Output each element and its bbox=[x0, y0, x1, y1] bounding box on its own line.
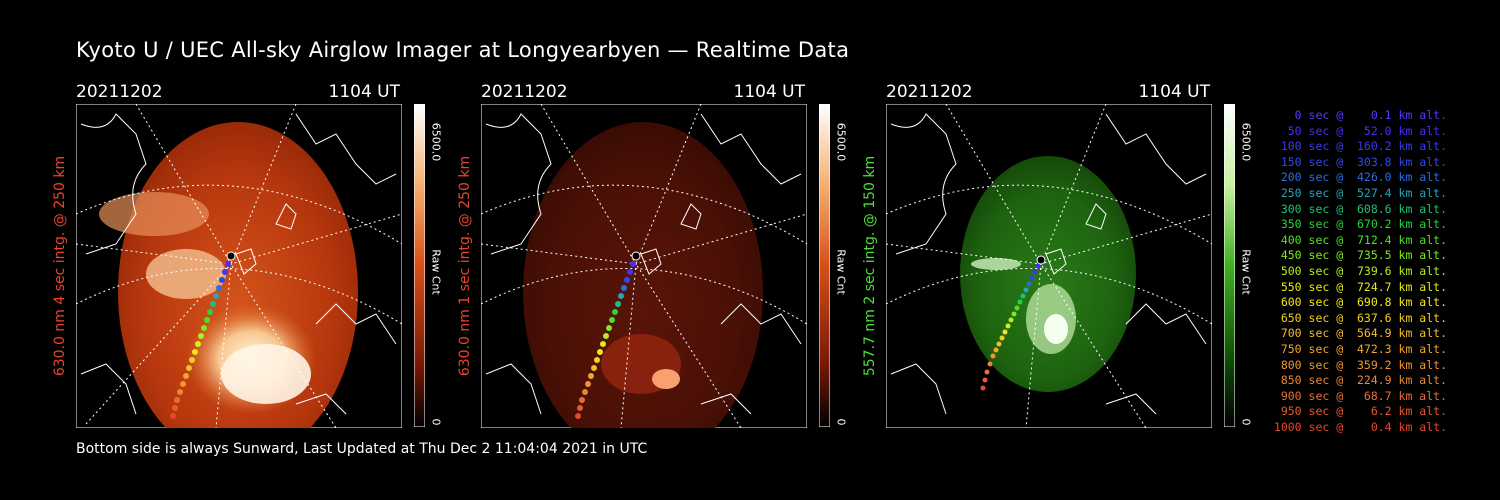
panel-date: 20211202 bbox=[481, 82, 568, 102]
legend-row: 200 sec @ 426.0 km alt. bbox=[1273, 170, 1447, 185]
wavelength-label: 557.7 nm 2 sec intg. @ 150 km bbox=[860, 105, 880, 426]
allsky-image bbox=[885, 103, 1213, 429]
colorbar-min: 0 bbox=[426, 412, 446, 432]
panel-time: 1104 UT bbox=[328, 82, 401, 102]
wavelength-label-text: 630.0 nm 4 sec intg. @ 250 km bbox=[52, 155, 68, 376]
legend-row: 600 sec @ 690.8 km alt. bbox=[1273, 295, 1447, 310]
colorbar bbox=[1224, 104, 1235, 427]
wavelength-label: 630.0 nm 4 sec intg. @ 250 km bbox=[50, 105, 70, 426]
legend-row: 50 sec @ 52.0 km alt. bbox=[1273, 123, 1447, 138]
panel-630nm-4sec: 20211202 1104 UT 630.0 nm 4 sec intg. @ … bbox=[52, 82, 476, 462]
colorbar-max-label: 6500.0 bbox=[429, 122, 443, 162]
panel-630nm-1sec: 20211202 1104 UT 630.0 nm 1 sec intg. @ … bbox=[457, 82, 881, 462]
legend-row: 700 sec @ 564.9 km alt. bbox=[1273, 326, 1447, 341]
colorbar-unit-label: Raw Cnt bbox=[429, 249, 443, 295]
footer-status: Bottom side is always Sunward, Last Upda… bbox=[76, 441, 648, 457]
panel-date: 20211202 bbox=[886, 82, 973, 102]
colorbar-unit-label: Raw Cnt bbox=[1239, 249, 1253, 295]
page-title: Kyoto U / UEC All-sky Airglow Imager at … bbox=[76, 38, 850, 62]
colorbar-unit: Raw Cnt bbox=[426, 232, 446, 312]
colorbar-min-label: 0 bbox=[1239, 418, 1253, 426]
legend-row: 650 sec @ 637.6 km alt. bbox=[1273, 310, 1447, 325]
panel-time: 1104 UT bbox=[1138, 82, 1211, 102]
trajectory-points bbox=[980, 255, 1046, 391]
legend-row: 750 sec @ 472.3 km alt. bbox=[1273, 341, 1447, 356]
wavelength-label-text: 630.0 nm 1 sec intg. @ 250 km bbox=[457, 155, 473, 376]
trajectory-points bbox=[170, 251, 236, 419]
colorbar-max-label: 6500.0 bbox=[1239, 122, 1253, 162]
colorbar-max: 6500.0 bbox=[1236, 112, 1256, 172]
colorbar-max-label: 6500.0 bbox=[834, 122, 848, 162]
wavelength-label: 630.0 nm 1 sec intg. @ 250 km bbox=[455, 105, 475, 426]
legend-row: 0 sec @ 0.1 km alt. bbox=[1273, 108, 1447, 122]
colorbar bbox=[819, 104, 830, 427]
legend-row: 500 sec @ 739.6 km alt. bbox=[1273, 263, 1447, 278]
legend-row: 450 sec @ 735.5 km alt. bbox=[1273, 248, 1447, 263]
colorbar-gradient bbox=[414, 104, 425, 427]
colorbar-min-label: 0 bbox=[834, 418, 848, 426]
legend-row: 150 sec @ 303.8 km alt. bbox=[1273, 154, 1447, 169]
colorbar bbox=[414, 104, 425, 427]
legend-row: 1000 sec @ 0.4 km alt. bbox=[1273, 419, 1447, 434]
legend-row: 400 sec @ 712.4 km alt. bbox=[1273, 232, 1447, 247]
legend-row: 350 sec @ 670.2 km alt. bbox=[1273, 217, 1447, 232]
legend-row: 250 sec @ 527.4 km alt. bbox=[1273, 185, 1447, 200]
colorbar-min-label: 0 bbox=[429, 418, 443, 426]
legend-row: 900 sec @ 68.7 km alt. bbox=[1273, 388, 1447, 403]
panel-date: 20211202 bbox=[76, 82, 163, 102]
colorbar-unit: Raw Cnt bbox=[1236, 232, 1256, 312]
wavelength-label-text: 557.7 nm 2 sec intg. @ 150 km bbox=[862, 155, 878, 376]
colorbar-min: 0 bbox=[831, 412, 851, 432]
legend-row: 300 sec @ 608.6 km alt. bbox=[1273, 201, 1447, 216]
colorbar-unit-label: Raw Cnt bbox=[834, 249, 848, 295]
legend-row: 800 sec @ 359.2 km alt. bbox=[1273, 357, 1447, 372]
colorbar-max: 6500.0 bbox=[426, 112, 446, 172]
colorbar-gradient bbox=[819, 104, 830, 427]
trajectory-legend: 0 sec @ 0.1 km alt. 50 sec @ 52.0 km alt… bbox=[1262, 108, 1447, 435]
allsky-map-svg bbox=[885, 103, 1213, 429]
allsky-image bbox=[75, 103, 403, 462]
legend-row: 550 sec @ 724.7 km alt. bbox=[1273, 279, 1447, 294]
allsky-map-svg bbox=[480, 103, 808, 462]
panel-time: 1104 UT bbox=[733, 82, 806, 102]
colorbar-max: 6500.0 bbox=[831, 112, 851, 172]
panel-557nm-2sec: 20211202 1104 UT 557.7 nm 2 sec intg. @ … bbox=[862, 82, 1286, 432]
legend-row: 850 sec @ 224.9 km alt. bbox=[1273, 373, 1447, 388]
allsky-image bbox=[480, 103, 808, 462]
colorbar-min: 0 bbox=[1236, 412, 1256, 432]
legend-row: 100 sec @ 160.2 km alt. bbox=[1273, 139, 1447, 154]
colorbar-gradient bbox=[1224, 104, 1235, 427]
colorbar-unit: Raw Cnt bbox=[831, 232, 851, 312]
trajectory-points bbox=[575, 251, 641, 419]
allsky-map-svg bbox=[75, 103, 403, 462]
legend-row: 950 sec @ 6.2 km alt. bbox=[1273, 404, 1447, 419]
